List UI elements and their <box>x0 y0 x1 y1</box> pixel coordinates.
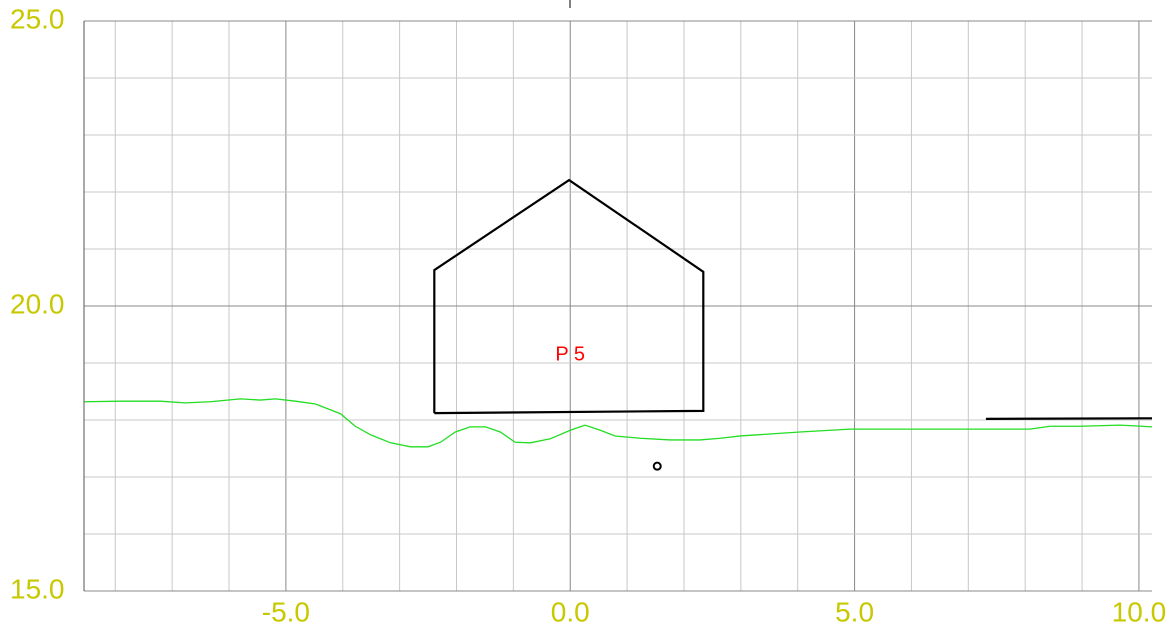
x-tick-label: -5.0 <box>262 596 310 627</box>
x-tick-label: 0.0 <box>551 596 590 627</box>
grid <box>84 20 1152 592</box>
annotation: P 5 <box>555 343 585 365</box>
series-line <box>84 398 1153 448</box>
x-tick-label: 10.0 <box>1112 596 1167 627</box>
plot <box>84 178 1153 471</box>
y-tick-label: 25.0 <box>10 3 65 34</box>
series-line <box>985 417 1153 420</box>
series-line <box>433 178 705 415</box>
y-tick-label: 20.0 <box>10 288 65 319</box>
y-tick-label: 15.0 <box>10 573 65 604</box>
x-tick-label: 5.0 <box>835 596 874 627</box>
point <box>652 461 662 471</box>
